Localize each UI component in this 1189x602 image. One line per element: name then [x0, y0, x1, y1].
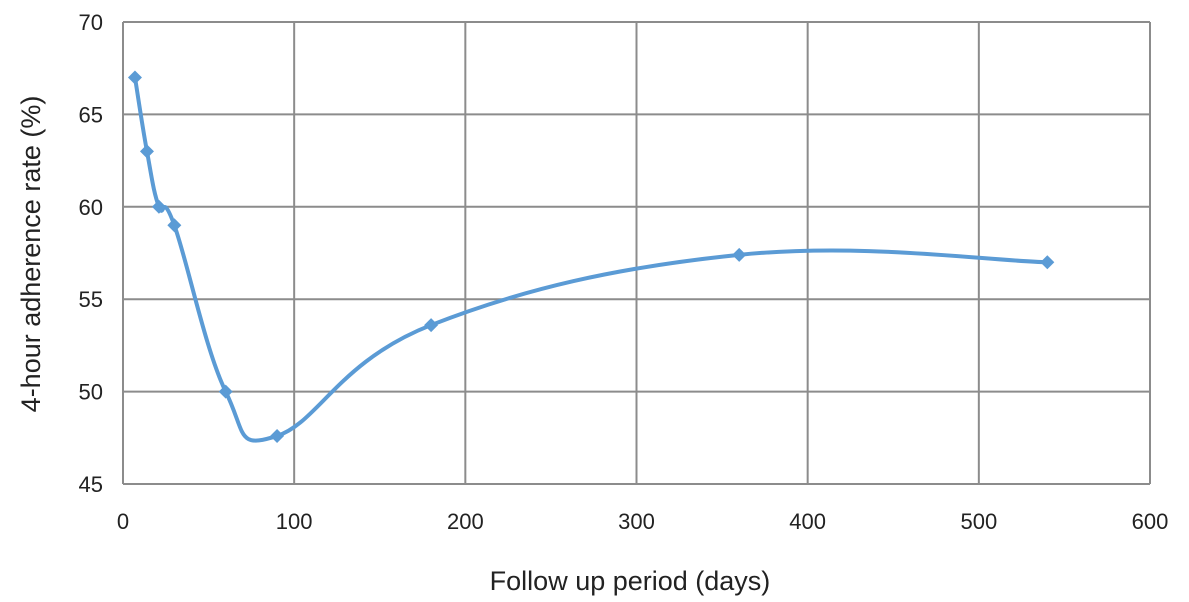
- x-tick-label: 500: [960, 509, 997, 534]
- x-tick-label: 300: [618, 509, 655, 534]
- series-group: [127, 70, 1055, 443]
- data-point-marker: [151, 199, 166, 214]
- data-point-marker: [270, 428, 285, 443]
- tick-labels: 0 100 200 300 400 500 600 45 50 55 60 65 70: [79, 10, 1169, 534]
- y-tick-label: 65: [79, 102, 103, 127]
- y-axis-title: 4-hour adherence rate (%): [16, 96, 46, 413]
- y-tick-label: 60: [79, 195, 103, 220]
- data-point-marker: [139, 144, 154, 159]
- x-tick-label: 200: [447, 509, 484, 534]
- x-axis-title: Follow up period (days): [490, 566, 771, 596]
- grid: [122, 21, 1151, 485]
- x-tick-label: 100: [276, 509, 313, 534]
- data-point-marker: [424, 318, 439, 333]
- data-point-marker: [732, 247, 747, 262]
- data-point-marker: [127, 70, 142, 85]
- data-point-marker: [167, 218, 182, 233]
- x-tick-label: 400: [789, 509, 826, 534]
- y-tick-label: 50: [79, 380, 103, 405]
- x-tick-label: 600: [1132, 509, 1169, 534]
- data-point-marker: [218, 384, 233, 399]
- series-line: [132, 75, 1050, 443]
- x-tick-label: 0: [117, 509, 129, 534]
- data-point-marker: [1040, 255, 1055, 270]
- y-tick-label: 70: [79, 10, 103, 35]
- y-tick-label: 55: [79, 287, 103, 312]
- y-tick-label: 45: [79, 472, 103, 497]
